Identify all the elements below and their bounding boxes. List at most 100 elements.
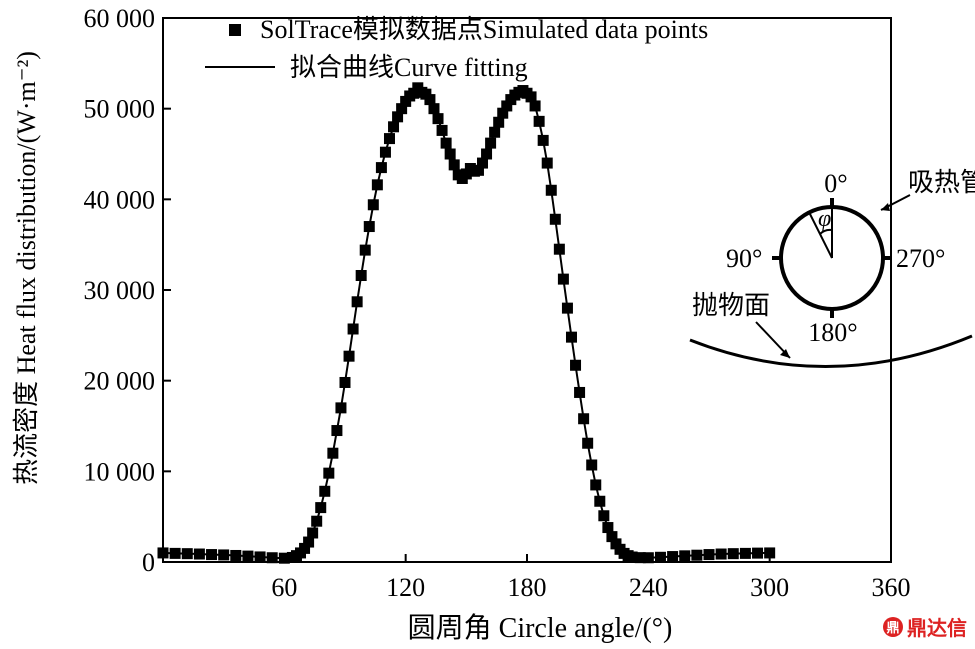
data-point [703,549,715,561]
data-point [594,495,606,507]
data-point [715,548,727,560]
inset-schematic: 0° 90° 270° 180° φ 吸热管 抛物面 [689,168,975,368]
parabolic-mirror-curve [689,334,973,368]
x-tick-label: 120 [386,573,425,602]
y-tick-label: 0 [142,548,155,577]
data-point [485,137,497,149]
data-point [537,134,549,146]
data-point [319,485,331,497]
x-tick-label: 60 [271,573,297,602]
x-tick-label: 360 [872,573,911,602]
data-point [541,157,553,169]
data-point [667,551,679,563]
y-tick-label: 10 000 [84,457,156,486]
data-point [299,542,311,554]
data-point [383,133,395,145]
data-point [339,376,351,388]
fitted-curve-layer [162,86,770,560]
data-point [489,126,501,138]
data-point [525,91,537,103]
data-point [367,199,379,211]
legend-marker-square [229,24,241,36]
data-point [315,502,327,514]
data-point [634,552,646,564]
watermark: 鼎 鼎达信 [883,612,967,641]
data-point [570,359,582,371]
data-point [230,549,242,561]
phi-angle-arc [819,228,833,235]
data-point [331,425,343,437]
x-tick-label: 180 [508,573,547,602]
data-point [586,459,598,471]
data-point [388,121,400,133]
data-point [396,103,408,115]
y-tick-label: 50 000 [84,95,156,124]
data-point [493,116,505,128]
data-point [549,213,561,225]
data-point [424,94,436,106]
data-point [582,437,594,449]
legend: SolTrace模拟数据点Simulated data points 拟合曲线C… [205,15,708,82]
data-point [303,536,315,548]
data-point [578,413,590,425]
data-point [626,551,638,563]
data-point [307,527,319,539]
data-point [602,522,614,534]
y-tick-label: 20 000 [84,367,156,396]
data-point [533,115,545,127]
data-point [428,103,440,115]
legend-label-fitting: 拟合曲线Curve fitting [290,53,528,82]
inset-label-0: 0° [824,169,847,198]
data-point [574,386,586,398]
data-point [432,113,444,125]
data-point [691,549,703,561]
data-point [679,550,691,562]
data-point [444,148,456,160]
data-point [565,331,577,343]
data-point [278,552,290,564]
data-point [590,479,602,491]
inset-label-90: 90° [726,244,762,273]
data-point [497,107,509,119]
data-point [371,179,383,191]
data-point [379,146,391,158]
data-point [254,551,266,563]
inset-label-mirror: 抛物面 [692,291,770,320]
data-point [654,551,666,563]
data-point [545,184,557,196]
inset-label-180: 180° [808,318,857,347]
data-point [206,549,218,561]
legend-label-simulated: SolTrace模拟数据点Simulated data points [260,15,708,44]
data-point [477,157,489,169]
data-point [343,350,355,362]
data-point [739,547,751,559]
data-point [242,550,254,562]
inset-label-phi: φ [818,206,831,232]
inset-label-270: 270° [896,244,945,273]
data-point [764,547,776,559]
angle-line-phi [808,211,833,259]
y-axis-label: 热流密度 Heat flux distribution/(W·m⁻²) [12,51,41,485]
y-tick-label: 40 000 [84,185,156,214]
data-point [553,243,565,255]
data-point [347,323,359,335]
x-tick-label: 300 [750,573,789,602]
y-tick-label: 60 000 [84,4,156,33]
data-point [375,162,387,174]
data-point [448,159,460,171]
fitted-curve [162,86,770,560]
data-point [752,547,764,559]
data-point [598,510,610,522]
data-point [440,137,452,149]
inset-label-tube: 吸热管 [908,168,975,197]
data-point [323,467,335,479]
data-point [266,552,278,564]
data-point [529,100,541,112]
brand-logo-icon: 鼎 [883,616,903,637]
data-points-layer [157,82,776,564]
data-point [327,447,339,459]
data-point [351,296,363,308]
data-point [557,273,569,285]
data-point [436,124,448,136]
